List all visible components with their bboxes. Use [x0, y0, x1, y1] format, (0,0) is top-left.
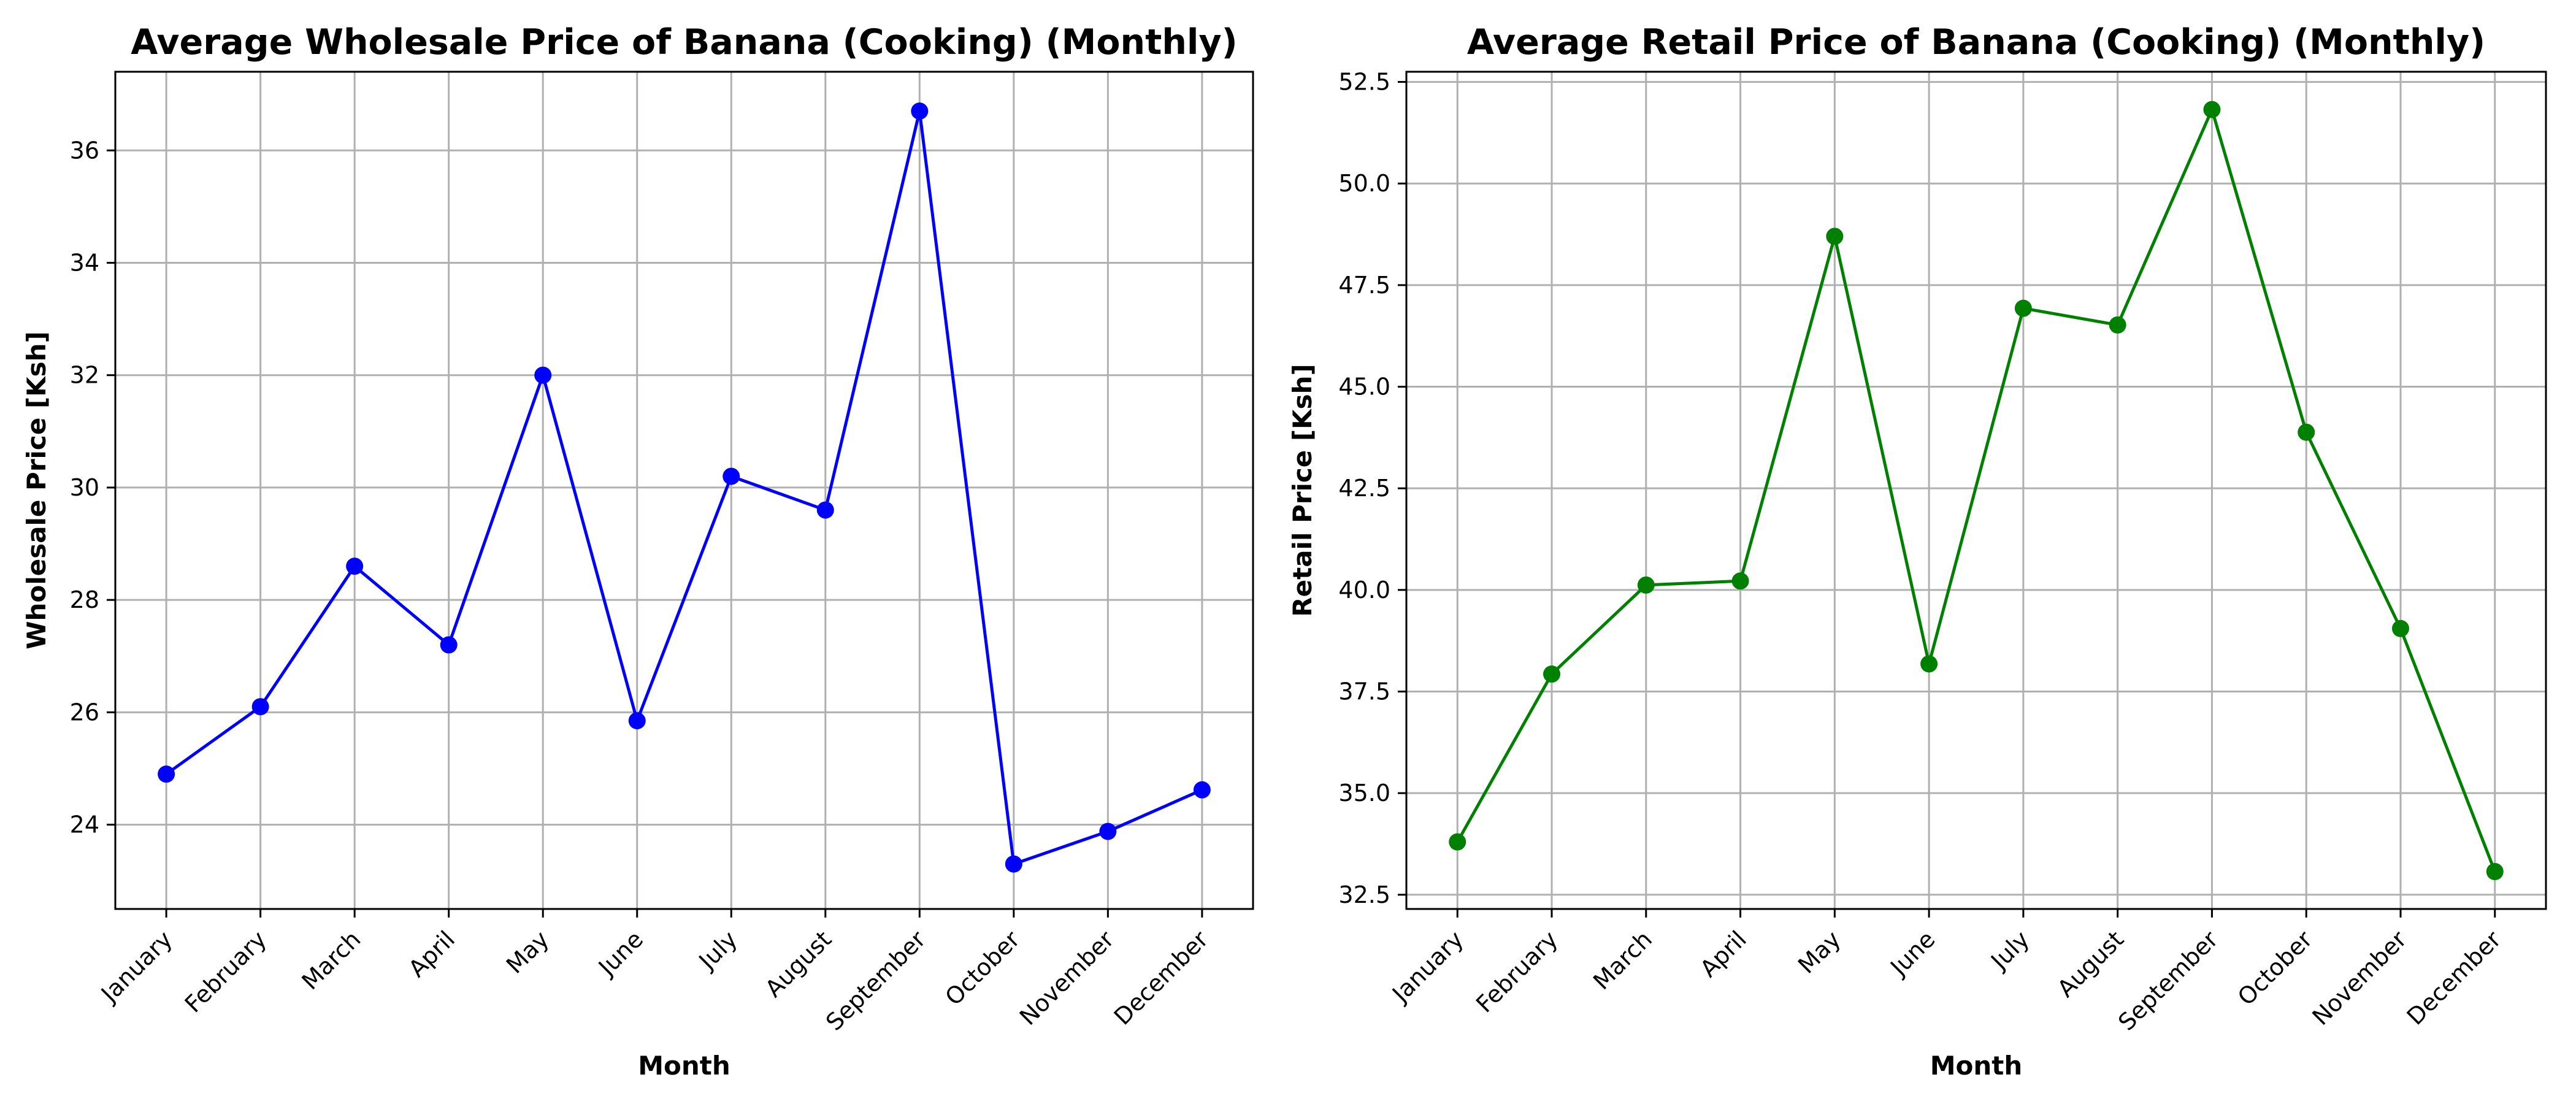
- wholesale-x-tick-label: February: [180, 926, 272, 1018]
- wholesale-data-point: [534, 366, 552, 384]
- wholesale-data-point: [723, 467, 740, 485]
- wholesale-plot-frame: [114, 71, 1254, 910]
- retail-x-tick-label: August: [2052, 926, 2129, 1002]
- wholesale-data-point: [158, 765, 175, 783]
- retail-x-tick-label: September: [2113, 926, 2223, 1036]
- wholesale-data-point: [628, 712, 646, 730]
- retail-x-tick-label: January: [1386, 926, 1468, 1008]
- retail-x-tick-label: March: [1588, 926, 1657, 995]
- retail-data-point: [2203, 101, 2221, 118]
- wholesale-y-tick-label: 30: [70, 474, 99, 501]
- retail-x-tick-label: June: [1884, 926, 1940, 981]
- wholesale-x-tick-label: October: [940, 926, 1025, 1011]
- wholesale-data-point: [1193, 781, 1211, 799]
- retail-data-point: [1920, 655, 1938, 673]
- retail-series-line: [1456, 108, 2497, 872]
- retail-data-point: [1637, 576, 1655, 594]
- wholesale-data-point: [816, 501, 834, 519]
- retail-data-point: [1543, 665, 1561, 683]
- retail-x-tick-label: February: [1471, 926, 1563, 1018]
- wholesale-price-chart: January February March April May June July Augu…: [21, 22, 1254, 1081]
- retail-data-point: [2486, 863, 2504, 881]
- wholesale-x-tick-label: August: [760, 926, 837, 1002]
- wholesale-x-tick-label: April: [404, 926, 461, 983]
- retail-x-tick-label: July: [1985, 926, 2034, 975]
- wholesale-data-point: [346, 558, 364, 575]
- retail-y-tick-label: 47.5: [1338, 272, 1390, 299]
- retail-price-chart: January February March April May June July Augu…: [1287, 22, 2547, 1081]
- retail-y-tick-label: 45.0: [1338, 374, 1390, 401]
- retail-plot-frame: [1405, 71, 2547, 910]
- wholesale-y-tick-label: 36: [70, 137, 99, 164]
- wholesale-x-axis-label: Month: [638, 1051, 730, 1081]
- wholesale-y-tick-label: 32: [70, 362, 99, 389]
- retail-x-tick-label: October: [2233, 926, 2318, 1011]
- wholesale-x-tick-label: January: [95, 926, 177, 1008]
- wholesale-x-tick-label: November: [1014, 926, 1119, 1030]
- wholesale-x-tick-label: June: [592, 926, 648, 981]
- wholesale-x-tick-label: December: [1109, 926, 1214, 1030]
- retail-y-tick-label: 37.5: [1338, 678, 1390, 705]
- wholesale-data-point: [1099, 822, 1117, 840]
- wholesale-data-point: [911, 102, 929, 120]
- wholesale-x-tick-label: March: [296, 926, 366, 995]
- retail-data-point: [2298, 423, 2315, 441]
- wholesale-data-point: [251, 698, 269, 716]
- retail-x-tick-label: May: [1793, 926, 1846, 979]
- retail-chart-title: Average Retail Price of Banana (Cooking)…: [1467, 22, 2485, 63]
- retail-y-tick-label: 40.0: [1338, 577, 1390, 604]
- wholesale-data-point: [1005, 855, 1022, 873]
- retail-y-axis-label: Retail Price [Ksh]: [1287, 364, 1317, 616]
- wholesale-x-tick-label: July: [693, 926, 743, 975]
- retail-data-point: [2391, 619, 2409, 637]
- retail-data-point: [1731, 572, 1749, 590]
- retail-y-tick-label: 32.5: [1338, 881, 1390, 908]
- retail-y-tick-label: 50.0: [1338, 170, 1390, 197]
- wholesale-y-tick-label: 34: [70, 249, 99, 276]
- retail-y-tick-label: 35.0: [1338, 780, 1390, 807]
- wholesale-series-line: [165, 109, 1203, 866]
- wholesale-y-tick-label: 26: [70, 699, 99, 726]
- retail-x-tick-label: November: [2307, 926, 2412, 1030]
- retail-data-point: [1826, 228, 1844, 245]
- retail-x-axis-label: Month: [1930, 1051, 2023, 1081]
- retail-data-point: [1449, 833, 1466, 851]
- wholesale-y-tick-label: 28: [70, 586, 99, 613]
- wholesale-x-tick-label: May: [501, 926, 554, 979]
- retail-y-tick-label: 42.5: [1338, 475, 1390, 502]
- wholesale-y-axis-label: Wholesale Price [Ksh]: [21, 331, 52, 650]
- wholesale-y-tick-label: 24: [70, 811, 99, 838]
- retail-y-tick-label: 52.5: [1338, 69, 1390, 96]
- wholesale-data-point: [440, 636, 458, 654]
- retail-x-tick-label: December: [2402, 926, 2507, 1030]
- wholesale-x-tick-label: September: [821, 926, 931, 1036]
- wholesale-chart-title: Average Wholesale Price of Banana (Cooki…: [131, 22, 1237, 63]
- retail-x-tick-label: April: [1695, 926, 1752, 983]
- retail-data-point: [2109, 316, 2126, 334]
- retail-data-point: [2014, 299, 2032, 317]
